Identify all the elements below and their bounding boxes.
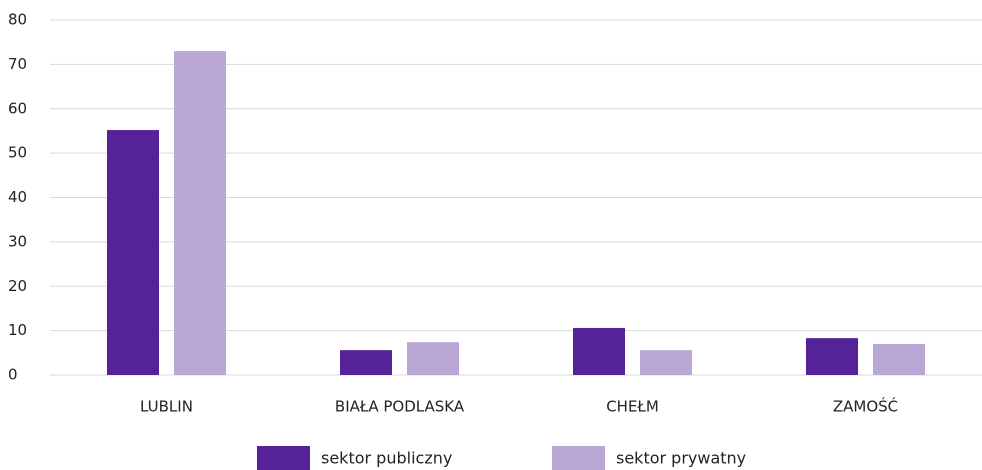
y-tick-label: 30 bbox=[8, 232, 27, 250]
legend-label: sektor publiczny bbox=[321, 449, 452, 468]
bar bbox=[873, 343, 925, 375]
bar bbox=[407, 342, 459, 375]
y-tick-label: 80 bbox=[8, 11, 27, 29]
legend-swatch bbox=[552, 446, 605, 470]
y-tick-label: 70 bbox=[8, 55, 27, 73]
bar bbox=[640, 350, 692, 375]
y-tick-label: 0 bbox=[8, 366, 18, 384]
y-tick-label: 10 bbox=[8, 321, 27, 339]
legend-swatch bbox=[257, 446, 310, 470]
legend-label: sektor prywatny bbox=[616, 449, 746, 468]
bar bbox=[573, 327, 625, 375]
bar bbox=[340, 350, 392, 375]
bar bbox=[107, 130, 159, 375]
bar bbox=[806, 338, 858, 375]
y-tick-label: 50 bbox=[8, 144, 27, 162]
x-tick-label: LUBLIN bbox=[140, 398, 193, 416]
x-tick-label: ZAMOŚĆ bbox=[833, 397, 898, 416]
y-tick-label: 40 bbox=[8, 188, 27, 206]
x-tick-label: CHEŁM bbox=[606, 398, 659, 416]
bar bbox=[174, 51, 226, 375]
x-tick-label: BIAŁA PODLASKA bbox=[335, 398, 465, 416]
y-tick-label: 60 bbox=[8, 99, 27, 117]
y-tick-label: 20 bbox=[8, 277, 27, 295]
